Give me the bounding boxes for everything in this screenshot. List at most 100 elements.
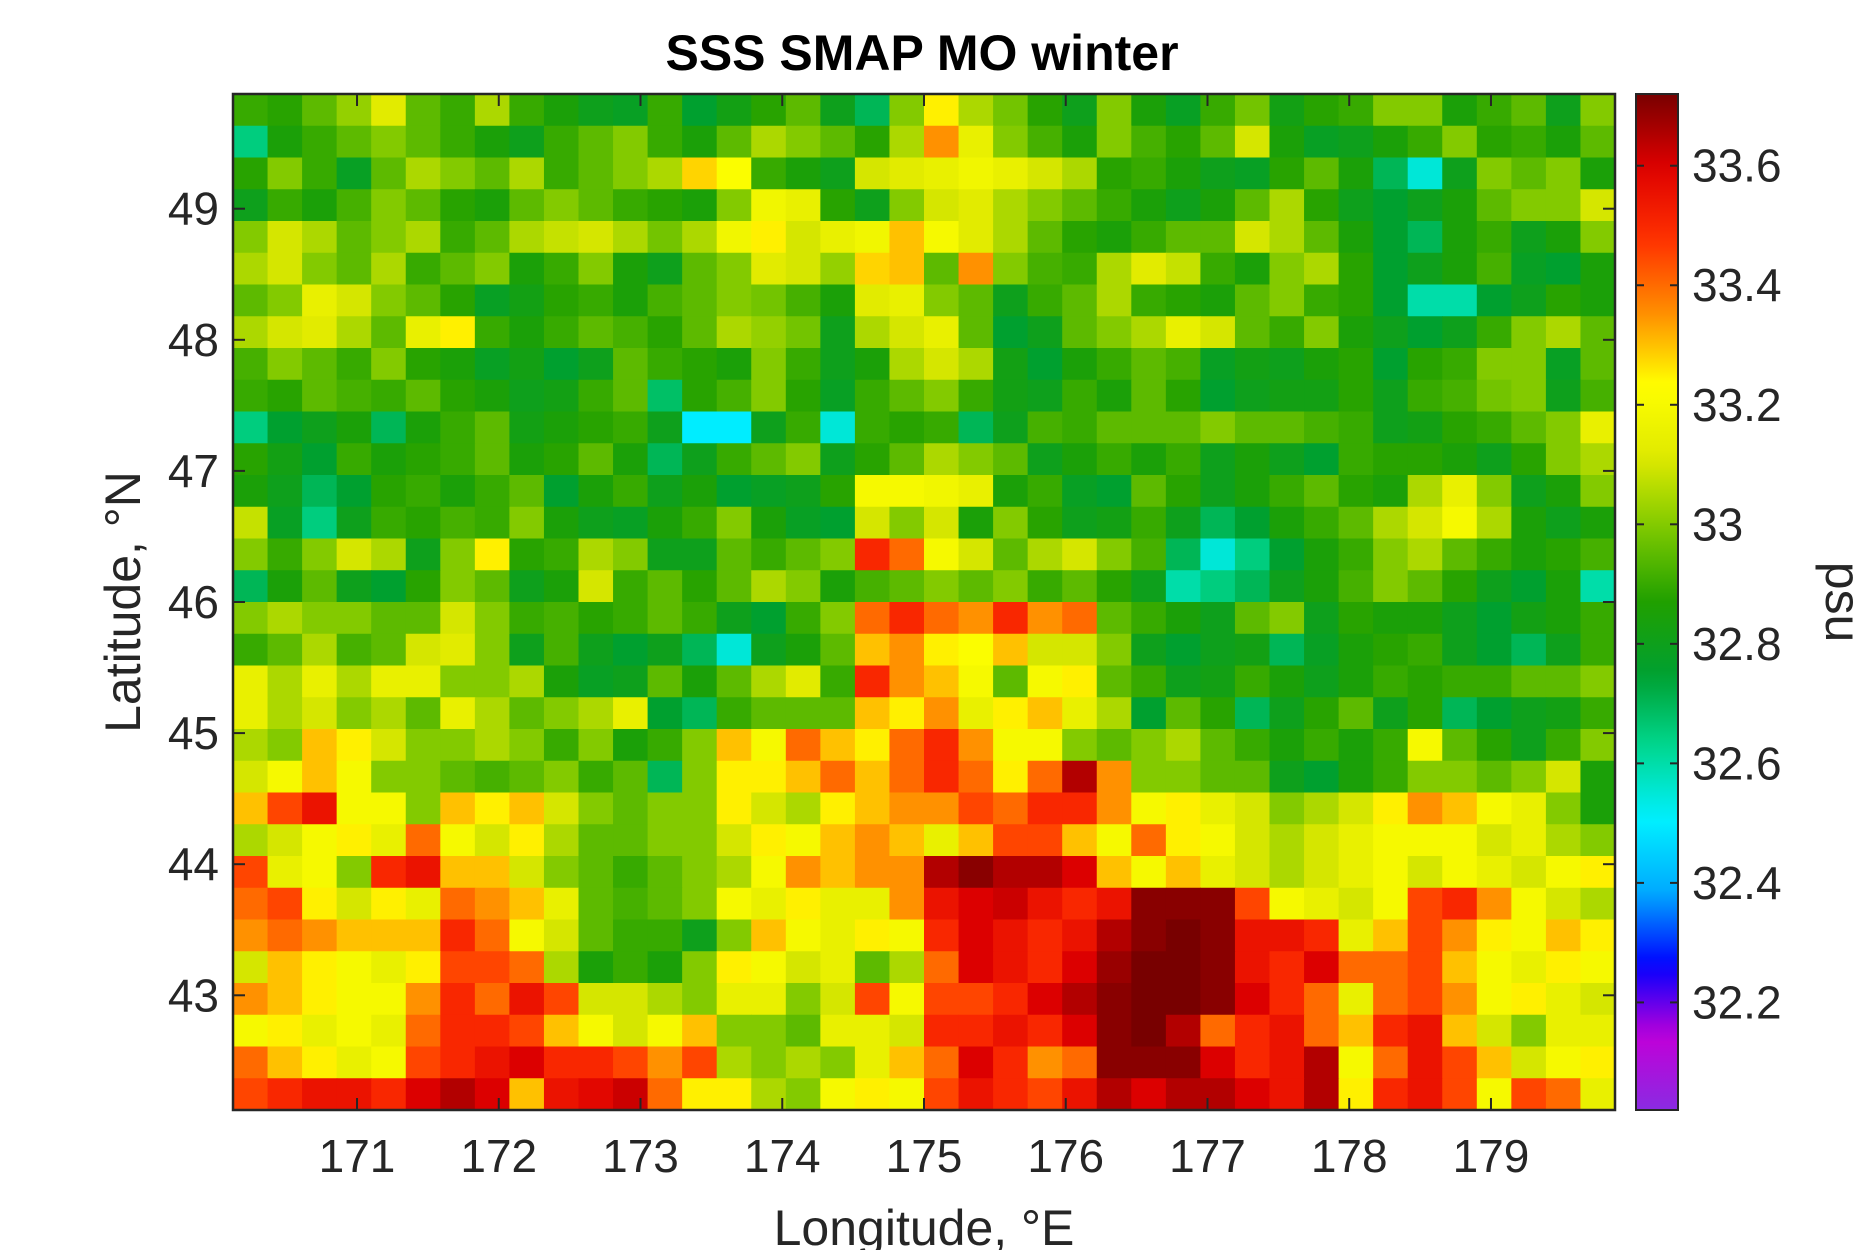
heatmap-cell bbox=[958, 792, 994, 825]
heatmap-cell bbox=[1511, 633, 1547, 667]
heatmap-cell bbox=[647, 760, 683, 794]
heatmap-cell bbox=[751, 951, 787, 984]
heatmap-cell bbox=[854, 411, 891, 444]
heatmap-cell bbox=[1062, 602, 1098, 635]
heatmap-cell bbox=[1062, 760, 1098, 794]
heatmap-cell bbox=[854, 475, 891, 508]
heatmap-cell bbox=[1062, 316, 1098, 349]
heatmap-cell bbox=[1096, 856, 1132, 889]
heatmap-cell bbox=[509, 252, 545, 286]
heatmap-cell bbox=[1442, 951, 1478, 984]
heatmap-cell bbox=[1407, 443, 1443, 476]
heatmap-cell bbox=[1096, 983, 1132, 1016]
heatmap-cell bbox=[1442, 919, 1478, 952]
heatmap-cell bbox=[543, 951, 580, 984]
heatmap-cell bbox=[543, 760, 580, 794]
heatmap-cell bbox=[1511, 887, 1547, 921]
heatmap-cell bbox=[1580, 125, 1616, 159]
heatmap-cell bbox=[613, 157, 649, 190]
chart-title: SSS SMAP MO winter bbox=[665, 25, 1178, 81]
heatmap-cell bbox=[233, 633, 269, 667]
heatmap-cell bbox=[854, 951, 891, 984]
heatmap-cell bbox=[1545, 348, 1582, 381]
heatmap-cell bbox=[509, 316, 545, 349]
heatmap-cell bbox=[854, 379, 891, 413]
heatmap-cell bbox=[440, 348, 476, 381]
heatmap-cell bbox=[1304, 125, 1340, 159]
heatmap-cell bbox=[682, 602, 718, 635]
heatmap-cell bbox=[993, 951, 1029, 984]
heatmap-cell bbox=[1511, 665, 1547, 698]
heatmap-cell bbox=[924, 570, 960, 603]
heatmap-cell bbox=[889, 792, 925, 825]
heatmap-cell bbox=[1580, 221, 1616, 254]
heatmap-cell bbox=[1373, 792, 1409, 825]
heatmap-cell bbox=[1096, 506, 1132, 540]
heatmap-cell bbox=[509, 919, 545, 952]
heatmap-cell bbox=[267, 602, 303, 635]
heatmap-cell bbox=[405, 983, 441, 1016]
heatmap-cell bbox=[1131, 284, 1167, 317]
heatmap-cell bbox=[785, 633, 821, 667]
heatmap-cell bbox=[1165, 411, 1201, 444]
heatmap-cell bbox=[1131, 157, 1167, 190]
heatmap-cell bbox=[509, 94, 545, 127]
heatmap-cell bbox=[1234, 94, 1271, 127]
heatmap-cell bbox=[1407, 252, 1443, 286]
heatmap-cell bbox=[1338, 411, 1374, 444]
heatmap-cell bbox=[543, 252, 580, 286]
heatmap-cell bbox=[1511, 252, 1547, 286]
heatmap-cell bbox=[1511, 443, 1547, 476]
heatmap-cell bbox=[474, 1014, 510, 1048]
heatmap-cell bbox=[854, 506, 891, 540]
heatmap-cell bbox=[474, 221, 510, 254]
heatmap-cell bbox=[543, 221, 580, 254]
heatmap-cell bbox=[958, 221, 994, 254]
heatmap-cell bbox=[371, 125, 407, 159]
heatmap-cell bbox=[1373, 665, 1409, 698]
heatmap-cell bbox=[1476, 475, 1512, 508]
heatmap-cell bbox=[1304, 983, 1340, 1016]
heatmap-cell bbox=[1580, 570, 1616, 603]
heatmap-cell bbox=[371, 538, 407, 571]
heatmap-cell bbox=[1200, 729, 1236, 762]
heatmap-cell bbox=[958, 125, 994, 159]
heatmap-cell bbox=[302, 633, 338, 667]
heatmap-cell bbox=[1407, 602, 1443, 635]
heatmap-cell bbox=[371, 157, 407, 190]
heatmap-cell bbox=[716, 665, 752, 698]
heatmap-cell bbox=[1234, 856, 1271, 889]
heatmap-cell bbox=[336, 983, 372, 1016]
heatmap-cell bbox=[233, 665, 269, 698]
heatmap-cell bbox=[267, 983, 303, 1016]
heatmap-cell bbox=[440, 94, 476, 127]
heatmap-cell bbox=[267, 856, 303, 889]
heatmap-cell bbox=[751, 538, 787, 571]
heatmap-cell bbox=[751, 379, 787, 413]
heatmap-cell bbox=[1304, 887, 1340, 921]
heatmap-cell bbox=[336, 665, 372, 698]
heatmap-cell bbox=[1373, 252, 1409, 286]
heatmap-cell bbox=[958, 475, 994, 508]
heatmap-cell bbox=[854, 665, 891, 698]
heatmap-cell bbox=[1096, 602, 1132, 635]
heatmap-cell bbox=[1096, 665, 1132, 698]
heatmap-cell bbox=[1165, 697, 1201, 730]
heatmap-cell bbox=[889, 919, 925, 952]
heatmap-cell bbox=[1234, 411, 1271, 444]
heatmap-cell bbox=[1096, 316, 1132, 349]
heatmap-cell bbox=[924, 443, 960, 476]
heatmap-cell bbox=[1131, 951, 1167, 984]
heatmap-cell bbox=[336, 348, 372, 381]
heatmap-cell bbox=[1407, 633, 1443, 667]
heatmap-cell bbox=[371, 792, 407, 825]
heatmap-cell bbox=[302, 443, 338, 476]
heatmap-cell bbox=[474, 157, 510, 190]
heatmap-cell bbox=[785, 792, 821, 825]
heatmap-cell bbox=[267, 792, 303, 825]
heatmap-cell bbox=[1407, 1078, 1443, 1111]
heatmap-cell bbox=[405, 951, 441, 984]
heatmap-cell bbox=[1476, 792, 1512, 825]
heatmap-cell bbox=[889, 252, 925, 286]
heatmap-cell bbox=[820, 887, 856, 921]
